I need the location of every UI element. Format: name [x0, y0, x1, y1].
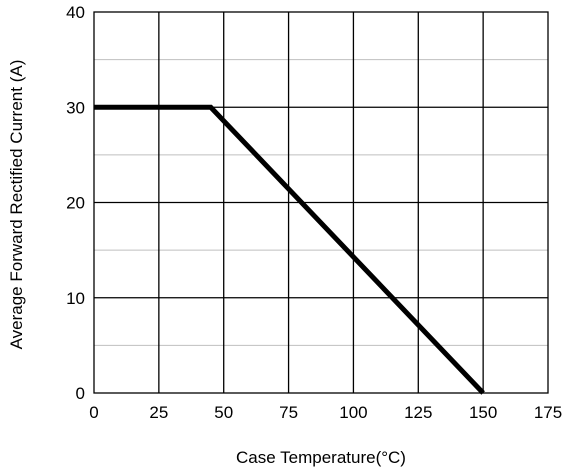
x-tick-label: 175 — [534, 403, 562, 422]
y-tick-label: 0 — [76, 384, 85, 403]
x-axis-title: Case Temperature(°C) — [236, 448, 406, 467]
x-tick-label: 50 — [214, 403, 233, 422]
major-gridlines — [94, 12, 548, 393]
y-axis-title: Average Forward Rectified Current (A) — [7, 60, 26, 350]
y-tick-label: 20 — [66, 194, 85, 213]
x-tick-label: 100 — [339, 403, 367, 422]
x-tick-label: 25 — [149, 403, 168, 422]
series-line — [94, 104, 485, 395]
plot-area-frame — [93, 11, 549, 394]
x-tick-label: 150 — [469, 403, 497, 422]
y-axis-tick-labels: 0 10 20 30 40 — [66, 3, 85, 403]
x-tick-label: 125 — [404, 403, 432, 422]
y-tick-label: 30 — [66, 98, 85, 117]
x-axis-tick-labels: 0 25 50 75 100 125 150 175 — [89, 403, 562, 422]
x-tick-label: 0 — [89, 403, 98, 422]
y-tick-label: 10 — [66, 289, 85, 308]
minor-gridlines — [94, 59, 548, 346]
y-tick-label: 40 — [66, 3, 85, 22]
series-layer — [94, 104, 485, 395]
x-tick-label: 75 — [279, 403, 298, 422]
